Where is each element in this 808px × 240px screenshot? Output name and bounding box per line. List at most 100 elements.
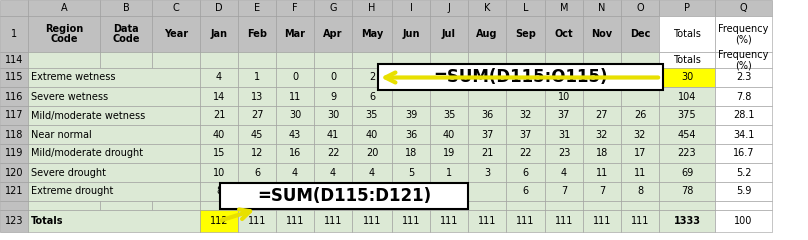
Bar	[28, 210, 200, 232]
Text: 12: 12	[250, 149, 263, 158]
Bar	[468, 163, 506, 182]
Text: Mild/moderate drought: Mild/moderate drought	[31, 149, 143, 158]
Text: Extreme wetness: Extreme wetness	[31, 72, 116, 83]
Bar	[276, 144, 314, 163]
Text: 10: 10	[558, 91, 570, 102]
Bar	[468, 87, 506, 106]
Bar	[430, 16, 468, 52]
Text: 1: 1	[11, 29, 17, 39]
Bar	[430, 106, 468, 125]
Text: D: D	[215, 3, 223, 13]
Bar	[468, 16, 506, 52]
Bar	[0, 0, 28, 16]
Text: 111: 111	[516, 216, 535, 226]
Bar	[0, 87, 28, 106]
Bar	[152, 0, 200, 16]
Bar	[506, 0, 545, 16]
Text: C: C	[173, 3, 179, 13]
Bar	[314, 106, 352, 125]
Bar	[392, 125, 430, 144]
Bar	[583, 182, 621, 201]
Bar	[715, 0, 772, 16]
Text: 0: 0	[292, 72, 298, 83]
Bar	[659, 0, 715, 16]
Bar	[314, 0, 352, 16]
Text: Totals: Totals	[673, 29, 701, 39]
Bar	[506, 125, 545, 144]
Bar	[28, 182, 200, 201]
Bar	[314, 210, 352, 232]
Text: 36: 36	[405, 130, 417, 139]
Text: 11: 11	[633, 168, 646, 178]
Text: 78: 78	[681, 186, 693, 197]
Bar	[715, 201, 772, 210]
Text: L: L	[523, 3, 528, 13]
Bar	[28, 144, 200, 163]
Bar	[28, 68, 200, 87]
Text: 16.7: 16.7	[733, 149, 754, 158]
Text: Feb: Feb	[247, 29, 267, 39]
Bar	[621, 16, 659, 52]
Text: 111: 111	[363, 216, 381, 226]
Text: 118: 118	[5, 130, 23, 139]
Bar	[314, 125, 352, 144]
Bar	[220, 183, 468, 209]
Bar	[238, 68, 276, 87]
Text: 5: 5	[408, 168, 415, 178]
Bar	[200, 144, 238, 163]
Bar	[468, 210, 506, 232]
Text: 4: 4	[561, 168, 567, 178]
Text: 43: 43	[289, 130, 301, 139]
Bar	[28, 163, 200, 182]
Bar	[583, 125, 621, 144]
Text: 40: 40	[443, 130, 455, 139]
Bar	[0, 201, 28, 210]
Bar	[276, 16, 314, 52]
Text: 17: 17	[633, 149, 646, 158]
Text: 37: 37	[520, 130, 532, 139]
Bar	[430, 201, 468, 210]
Bar	[621, 87, 659, 106]
Bar	[352, 163, 392, 182]
Bar	[430, 144, 468, 163]
Text: 116: 116	[5, 91, 23, 102]
Text: 22: 22	[326, 149, 339, 158]
Bar	[392, 16, 430, 52]
Text: Totals: Totals	[673, 55, 701, 65]
Text: 32: 32	[633, 130, 646, 139]
Bar	[468, 52, 506, 68]
Bar	[468, 125, 506, 144]
Text: 30: 30	[681, 72, 693, 83]
Text: 19: 19	[443, 149, 455, 158]
Bar	[545, 210, 583, 232]
Text: 16: 16	[289, 149, 301, 158]
Bar	[715, 16, 772, 52]
Text: 32: 32	[520, 110, 532, 120]
Text: 120: 120	[5, 168, 23, 178]
Bar	[583, 210, 621, 232]
Text: 18: 18	[595, 149, 608, 158]
Bar	[152, 201, 200, 210]
Bar	[430, 182, 468, 201]
Text: 11: 11	[289, 91, 301, 102]
Bar	[715, 163, 772, 182]
Text: P: P	[684, 3, 690, 13]
Text: Aug: Aug	[476, 29, 498, 39]
Text: 111: 111	[440, 216, 458, 226]
Text: 6: 6	[254, 168, 260, 178]
Text: 111: 111	[324, 216, 342, 226]
Bar	[506, 144, 545, 163]
Bar	[352, 87, 392, 106]
Text: Frequency
(%): Frequency (%)	[718, 50, 768, 70]
Text: 15: 15	[213, 149, 225, 158]
Bar	[314, 201, 352, 210]
Bar	[200, 68, 238, 87]
Bar	[715, 52, 772, 68]
Bar	[352, 52, 392, 68]
Bar	[468, 0, 506, 16]
Text: 39: 39	[405, 110, 417, 120]
Text: 21: 21	[213, 110, 225, 120]
Bar	[314, 68, 352, 87]
Text: H: H	[368, 3, 376, 13]
Text: Mild/moderate wetness: Mild/moderate wetness	[31, 110, 145, 120]
